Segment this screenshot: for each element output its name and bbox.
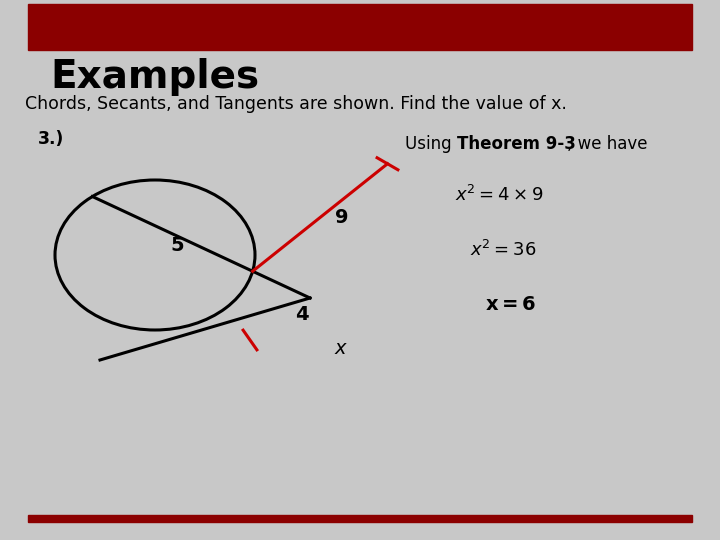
Bar xyxy=(28,515,692,522)
Text: , we have: , we have xyxy=(567,135,647,153)
Text: $x^2 = 4 \times 9$: $x^2 = 4 \times 9$ xyxy=(455,185,544,205)
Text: 5: 5 xyxy=(171,237,184,255)
Text: Examples: Examples xyxy=(50,58,259,96)
Text: 3.): 3.) xyxy=(38,130,64,148)
Text: Theorem 9-3: Theorem 9-3 xyxy=(457,135,576,153)
Text: Using: Using xyxy=(405,135,457,153)
Text: $x^2 = 36$: $x^2 = 36$ xyxy=(470,240,536,260)
Text: 9: 9 xyxy=(336,208,348,227)
Text: x: x xyxy=(334,339,346,357)
Text: Chords, Secants, and Tangents are shown. Find the value of x.: Chords, Secants, and Tangents are shown.… xyxy=(25,95,567,113)
Text: $\bf{x = 6}$: $\bf{x = 6}$ xyxy=(485,295,536,314)
Bar xyxy=(28,4,692,50)
Text: 4: 4 xyxy=(295,305,309,323)
